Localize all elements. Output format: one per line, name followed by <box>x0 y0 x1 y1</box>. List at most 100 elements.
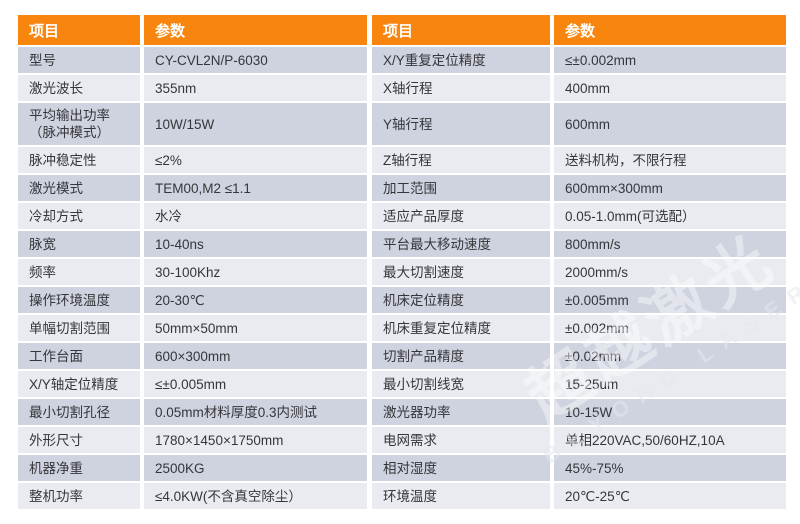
spec-item-label: X/Y重复定位精度 <box>372 47 550 73</box>
spec-item-label: 加工范围 <box>372 175 550 201</box>
spec-param-value: TEM00,M2 ≤1.1 <box>144 175 367 201</box>
header-cell-param: 参数 <box>554 15 786 45</box>
spec-param-value: 1780×1450×1750mm <box>144 427 367 453</box>
spec-item-label: 平台最大移动速度 <box>372 231 550 257</box>
spec-item-label: 最小切割线宽 <box>372 371 550 397</box>
spec-param-value: 20℃-25℃ <box>554 483 786 509</box>
spec-row: 单幅切割范围 50mm×50mm <box>18 315 367 341</box>
table-body: X/Y重复定位精度 ≤±0.002mm X轴行程 400mm Y轴行程 600mm Z轴行程… <box>372 47 786 509</box>
spec-row: Y轴行程 600mm <box>372 103 786 145</box>
spec-item-label: 频率 <box>18 259 140 285</box>
spec-row: 型号 CY-CVL2N/P-6030 <box>18 47 367 73</box>
spec-item-label: 适应产品厚度 <box>372 203 550 229</box>
spec-param-value: 600mm <box>554 103 786 145</box>
spec-param-value: 0.05-1.0mm(可选配） <box>554 203 786 229</box>
spec-row: 相对湿度 45%-75% <box>372 455 786 481</box>
spec-row: 适应产品厚度 0.05-1.0mm(可选配） <box>372 203 786 229</box>
spec-param-value: CY-CVL2N/P-6030 <box>144 47 367 73</box>
spec-item-label: 相对湿度 <box>372 455 550 481</box>
spec-item-label: 环境温度 <box>372 483 550 509</box>
spec-row: 工作台面 600×300mm <box>18 343 367 369</box>
header-cell-item: 项目 <box>372 15 550 45</box>
spec-row: 外形尺寸 1780×1450×1750mm <box>18 427 367 453</box>
spec-param-value: 2000mm/s <box>554 259 786 285</box>
spec-row: 最大切割速度 2000mm/s <box>372 259 786 285</box>
spec-row: 电网需求 单相220VAC,50/60HZ,10A <box>372 427 786 453</box>
spec-row: 激光模式 TEM00,M2 ≤1.1 <box>18 175 367 201</box>
spec-row: 机器净重 2500KG <box>18 455 367 481</box>
table-body: 型号 CY-CVL2N/P-6030 激光波长 355nm 平均输出功率 （脉冲模式） 1… <box>18 47 367 509</box>
spec-param-value: ≤±0.005mm <box>144 371 367 397</box>
spec-item-label: 机床重复定位精度 <box>372 315 550 341</box>
table-header-row: 项目 参数 <box>372 15 786 45</box>
spec-param-value: 10-40ns <box>144 231 367 257</box>
spec-item-label: Y轴行程 <box>372 103 550 145</box>
spec-param-value: 10W/15W <box>144 103 367 145</box>
spec-param-value: 15-25um <box>554 371 786 397</box>
table-header-row: 项目 参数 <box>18 15 367 45</box>
spec-param-value: 600×300mm <box>144 343 367 369</box>
spec-param-value: 水冷 <box>144 203 367 229</box>
spec-item-label: X/Y轴定位精度 <box>18 371 140 397</box>
spec-row: 加工范围 600mm×300mm <box>372 175 786 201</box>
spec-param-value: ≤±0.002mm <box>554 47 786 73</box>
spec-item-label: 激光波长 <box>18 75 140 101</box>
spec-row: 频率 30-100Khz <box>18 259 367 285</box>
spec-row: 脉宽 10-40ns <box>18 231 367 257</box>
spec-row: 冷却方式 水冷 <box>18 203 367 229</box>
spec-row: 平均输出功率 （脉冲模式） 10W/15W <box>18 103 367 145</box>
spec-item-label: 切割产品精度 <box>372 343 550 369</box>
spec-param-value: 20-30℃ <box>144 287 367 313</box>
spec-param-value: 45%-75% <box>554 455 786 481</box>
spec-row: Z轴行程 送料机构，不限行程 <box>372 147 786 173</box>
spec-param-value: 50mm×50mm <box>144 315 367 341</box>
spec-item-label: 电网需求 <box>372 427 550 453</box>
spec-item-label: 操作环境温度 <box>18 287 140 313</box>
spec-param-value: 单相220VAC,50/60HZ,10A <box>554 427 786 453</box>
spec-item-label: 机器净重 <box>18 455 140 481</box>
spec-item-label: X轴行程 <box>372 75 550 101</box>
spec-item-label: 工作台面 <box>18 343 140 369</box>
spec-param-value: 355nm <box>144 75 367 101</box>
spec-item-label: 激光器功率 <box>372 399 550 425</box>
spec-row: X/Y轴定位精度 ≤±0.005mm <box>18 371 367 397</box>
spec-item-label: 平均输出功率 （脉冲模式） <box>18 103 140 145</box>
spec-row: 操作环境温度 20-30℃ <box>18 287 367 313</box>
spec-row: X轴行程 400mm <box>372 75 786 101</box>
spec-row: 脉冲稳定性 ≤2% <box>18 147 367 173</box>
spec-item-label: 型号 <box>18 47 140 73</box>
spec-row: X/Y重复定位精度 ≤±0.002mm <box>372 47 786 73</box>
spec-item-label: 激光模式 <box>18 175 140 201</box>
spec-row: 最小切割孔径 0.05mm材料厚度0.3内测试 <box>18 399 367 425</box>
spec-item-label: 最小切割孔径 <box>18 399 140 425</box>
spec-param-value: ≤4.0KW(不含真空除尘） <box>144 483 367 509</box>
spec-row: 机床重复定位精度 ±0.002mm <box>372 315 786 341</box>
spec-param-value: 30-100Khz <box>144 259 367 285</box>
spec-row: 激光器功率 10-15W <box>372 399 786 425</box>
spec-param-value: 400mm <box>554 75 786 101</box>
spec-param-value: 2500KG <box>144 455 367 481</box>
spec-item-label: 机床定位精度 <box>372 287 550 313</box>
spec-row: 环境温度 20℃-25℃ <box>372 483 786 509</box>
spec-item-label: Z轴行程 <box>372 147 550 173</box>
spec-item-label: 最大切割速度 <box>372 259 550 285</box>
spec-param-value: 10-15W <box>554 399 786 425</box>
spec-item-label: 整机功率 <box>18 483 140 509</box>
spec-row: 平台最大移动速度 800mm/s <box>372 231 786 257</box>
spec-item-label: 单幅切割范围 <box>18 315 140 341</box>
spec-item-label: 脉冲稳定性 <box>18 147 140 173</box>
spec-row: 机床定位精度 ±0.005mm <box>372 287 786 313</box>
spec-row: 最小切割线宽 15-25um <box>372 371 786 397</box>
spec-param-value: 送料机构，不限行程 <box>554 147 786 173</box>
header-cell-param: 参数 <box>144 15 367 45</box>
spec-param-value: 600mm×300mm <box>554 175 786 201</box>
spec-row: 整机功率 ≤4.0KW(不含真空除尘） <box>18 483 367 509</box>
spec-item-label: 外形尺寸 <box>18 427 140 453</box>
header-cell-item: 项目 <box>18 15 140 45</box>
spec-param-value: ≤2% <box>144 147 367 173</box>
spec-table-left: 项目 参数 型号 CY-CVL2N/P-6030 激光波长 355nm 平均输出功率 （… <box>18 15 367 511</box>
spec-param-value: 0.05mm材料厚度0.3内测试 <box>144 399 367 425</box>
spec-param-value: ±0.005mm <box>554 287 786 313</box>
spec-param-value: ±0.02mm <box>554 343 786 369</box>
